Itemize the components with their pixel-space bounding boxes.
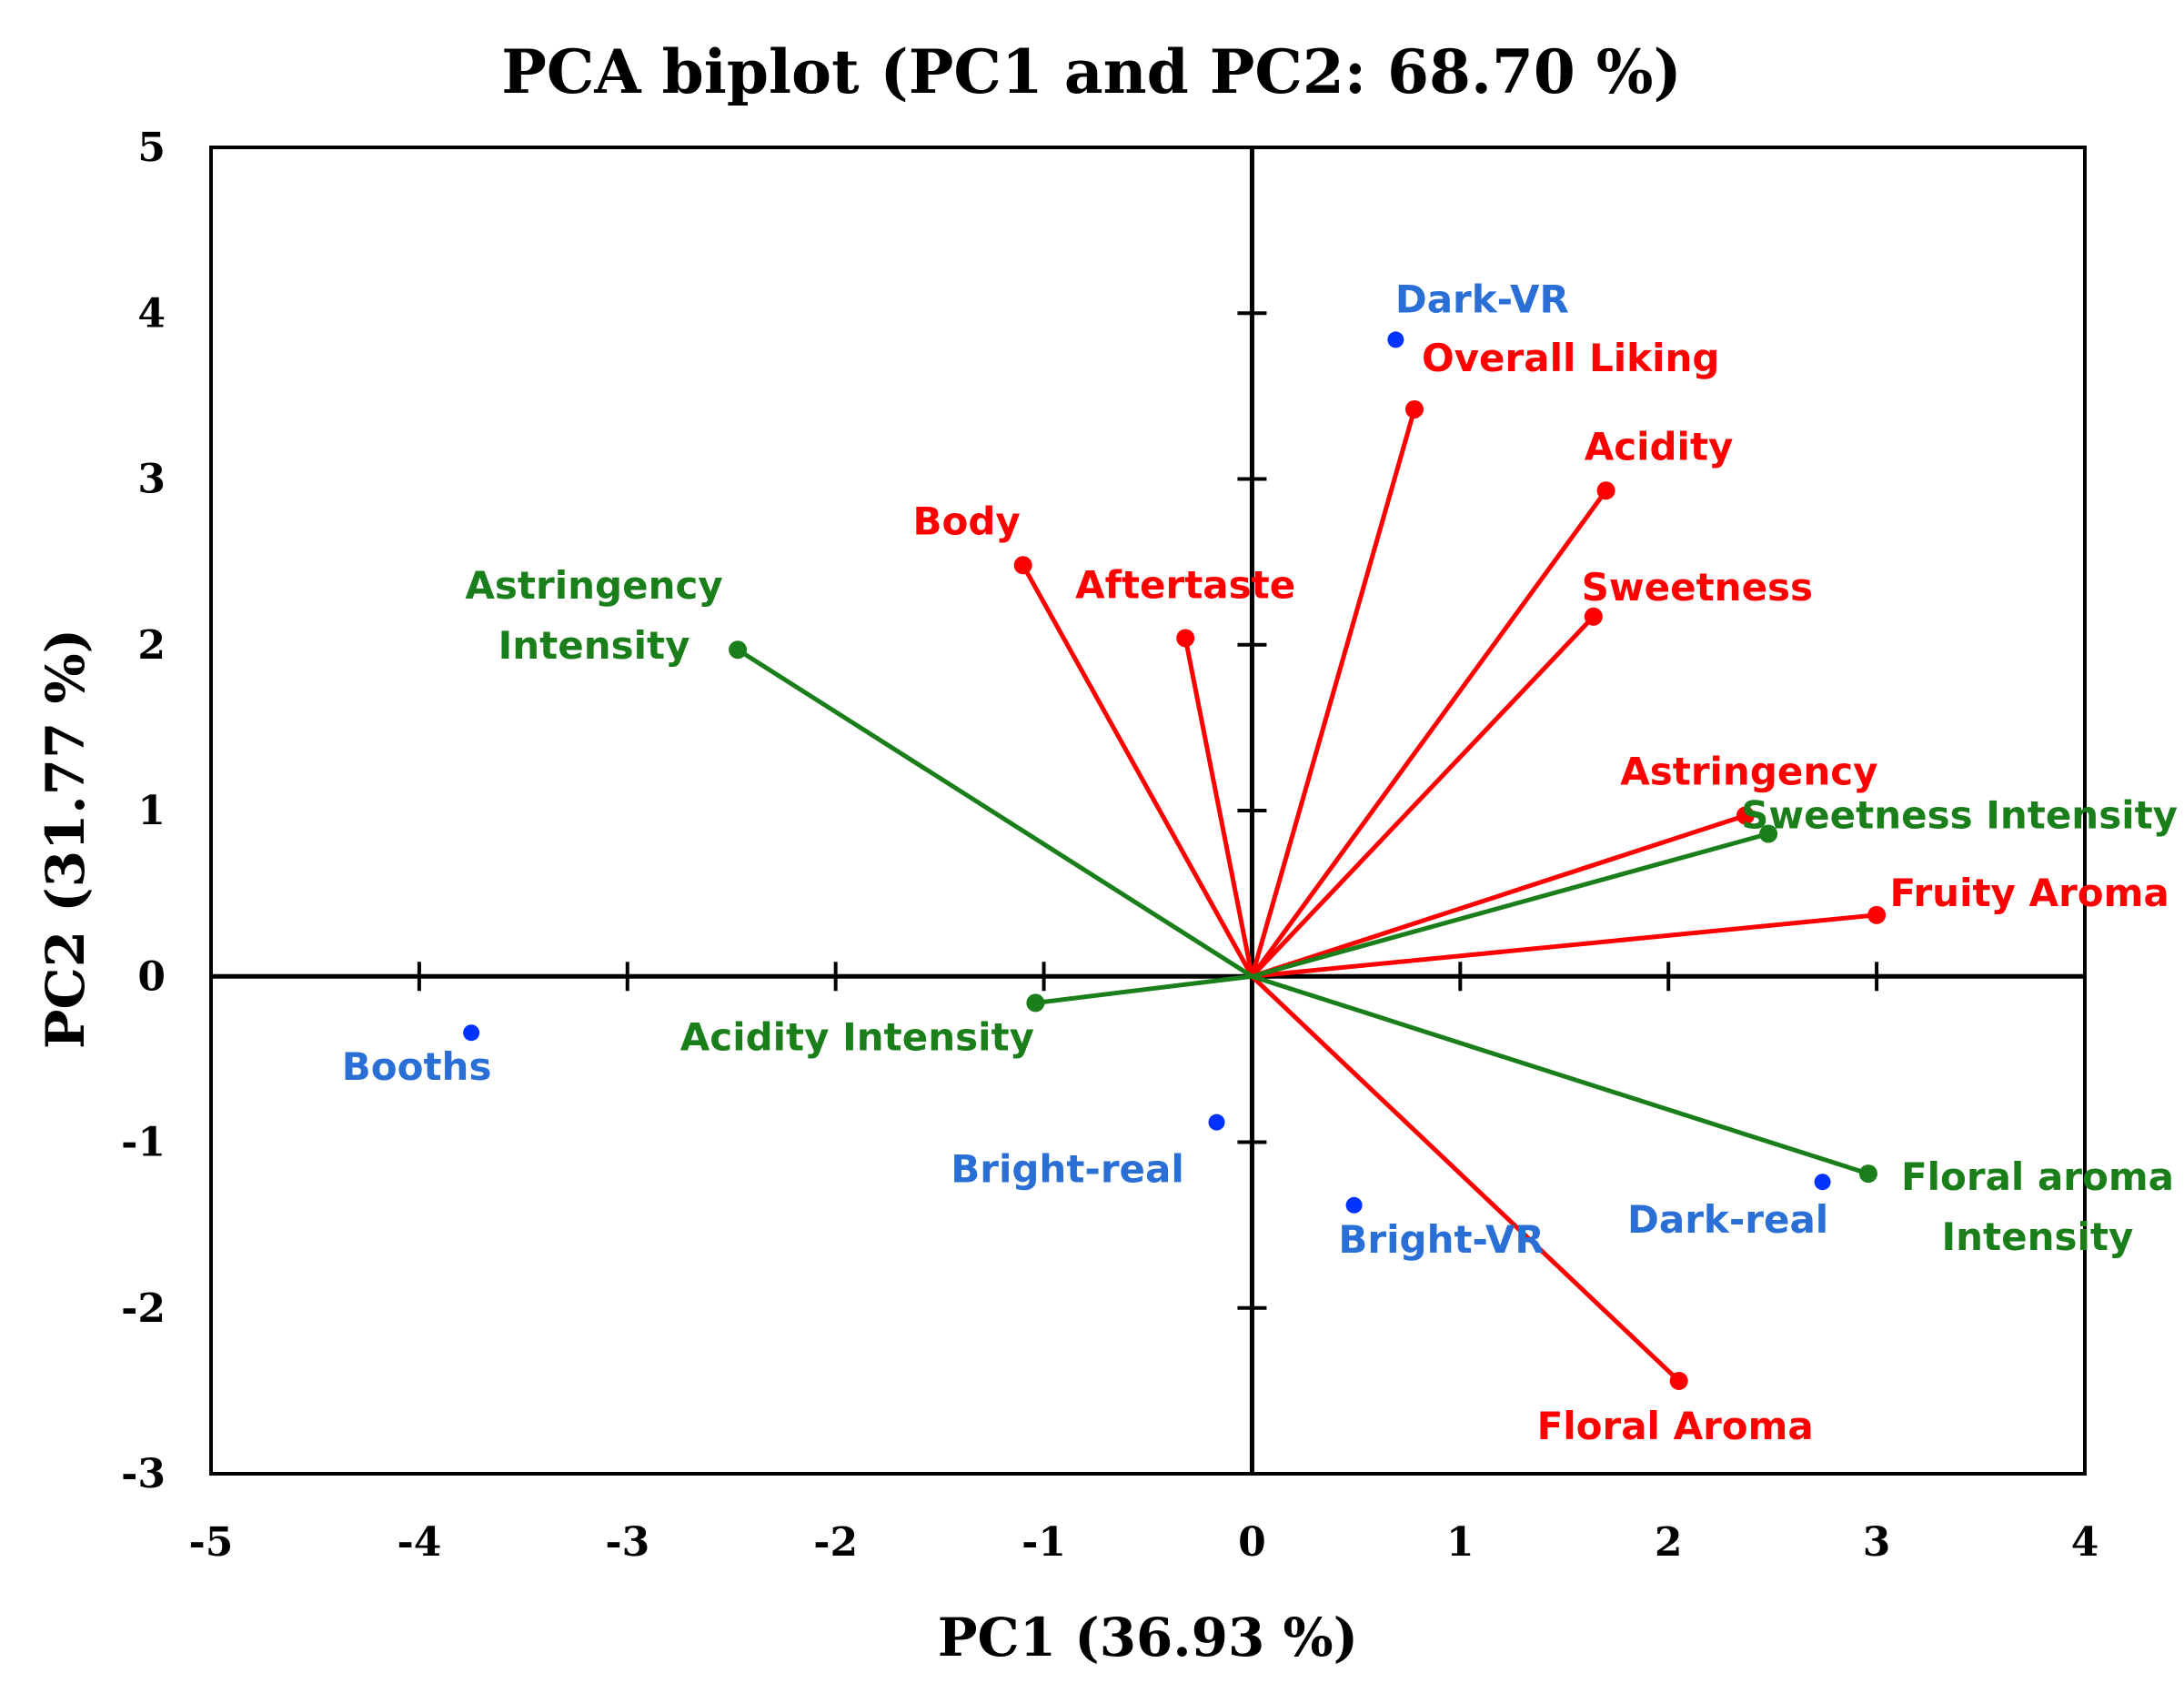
vector-point-astringency	[1736, 806, 1755, 825]
vector-sweetness	[1250, 615, 1595, 978]
x-tick-label: 2	[1655, 1519, 1683, 1566]
point-label-sweetness-intensity: Sweetness Intensity	[1741, 793, 2178, 838]
y-tick-label: -3	[121, 1451, 166, 1497]
point-label-body: Body	[913, 499, 1021, 543]
vector-point-aftertaste	[1176, 629, 1195, 648]
vector-acidity-intensity	[1035, 973, 1253, 1005]
y-tick-label: 3	[137, 457, 166, 503]
vector-acidity	[1250, 489, 1608, 978]
vector-point-fruity-aroma	[1867, 905, 1887, 924]
point-label-sweetness: Sweetness	[1582, 565, 1813, 610]
vector-astringency	[1251, 813, 1746, 979]
x-tick-label: -3	[605, 1519, 649, 1566]
point-label-floral-aroma-intensity: Floral aroma Intensity	[1901, 1154, 2174, 1259]
x-tick-label: -4	[397, 1519, 441, 1566]
vector-point-acidity-intensity	[1026, 993, 1045, 1013]
x-tick-label: 4	[2071, 1519, 2099, 1566]
vector-fruity-aroma	[1252, 912, 1877, 979]
y-tick-label: 4	[137, 290, 166, 337]
vector-aftertaste	[1183, 637, 1254, 977]
vector-sweetness-intensity	[1251, 831, 1769, 979]
point-label-bright-vr: Bright-VR	[1338, 1217, 1544, 1262]
point-label-aftertaste: Aftertaste	[1075, 562, 1295, 607]
point-label-astringency-intensity: Astringency Intensity	[465, 563, 722, 668]
x-tick-label: -1	[1022, 1519, 1066, 1566]
vector-point-body	[1013, 556, 1032, 575]
vector-point-acidity	[1596, 481, 1615, 500]
vector-point-overall-liking	[1404, 399, 1424, 418]
point-label-acidity-intensity: Acidity Intensity	[680, 1014, 1034, 1059]
vector-point-sweetness	[1584, 607, 1603, 626]
x-tick-label: 1	[1446, 1519, 1474, 1566]
vector-floral-aroma	[1250, 974, 1681, 1383]
vector-floral-aroma-intensity	[1251, 973, 1869, 1176]
observation-point-dark-real	[1814, 1174, 1831, 1191]
point-label-acidity: Acidity	[1585, 424, 1734, 469]
y-tick-label: 2	[137, 622, 166, 669]
point-label-dark-real: Dark-real	[1627, 1197, 1828, 1242]
y-tick-label: -1	[121, 1120, 166, 1166]
plot-frame	[209, 146, 2087, 1476]
point-label-overall-liking: Overall Liking	[1422, 336, 1720, 380]
vector-astringency-intensity	[736, 648, 1253, 979]
chart-title: PCA biplot (PC1 and PC2: 68.70 %)	[501, 36, 1681, 107]
point-label-astringency: Astringency	[1620, 749, 1877, 793]
observation-point-dark-vr	[1387, 331, 1404, 348]
y-tick-label: -2	[121, 1285, 166, 1332]
vector-point-astringency-intensity	[729, 640, 748, 660]
vector-overall-liking	[1250, 408, 1417, 977]
x-tick-label: 3	[1863, 1519, 1891, 1566]
point-label-booths: Booths	[342, 1044, 492, 1089]
point-label-floral-aroma: Floral Aroma	[1537, 1404, 1814, 1448]
point-label-fruity-aroma: Fruity Aroma	[1889, 871, 2169, 915]
x-axis-label: PC1 (36.93 %)	[938, 1607, 1358, 1668]
observation-point-bright-real	[1208, 1114, 1225, 1131]
vector-point-floral-aroma-intensity	[1858, 1164, 1877, 1184]
x-tick-label: 0	[1238, 1519, 1266, 1566]
vector-point-sweetness-intensity	[1759, 824, 1778, 843]
vector-point-floral-aroma	[1669, 1371, 1688, 1390]
point-label-dark-vr: Dark-VR	[1395, 277, 1569, 321]
observation-point-bright-vr	[1345, 1196, 1363, 1214]
y-tick-label: 0	[137, 953, 166, 1000]
x-tick-label: -2	[813, 1519, 858, 1566]
plot-area: -5 -4 -3 -2 -1 0 1 2 3 4 -3 -2 -1 0 1 2 3 4 5 Overall Likin…	[121, 125, 2178, 1566]
y-axis-label: PC2 (31.77 %)	[35, 629, 96, 1049]
vector-body	[1021, 564, 1254, 978]
point-label-bright-real: Bright-real	[951, 1147, 1184, 1192]
y-tick-label: 5	[137, 125, 166, 171]
y-tick-label: 1	[137, 788, 166, 834]
observation-point-booths	[463, 1024, 480, 1042]
x-tick-label: -5	[189, 1519, 234, 1566]
